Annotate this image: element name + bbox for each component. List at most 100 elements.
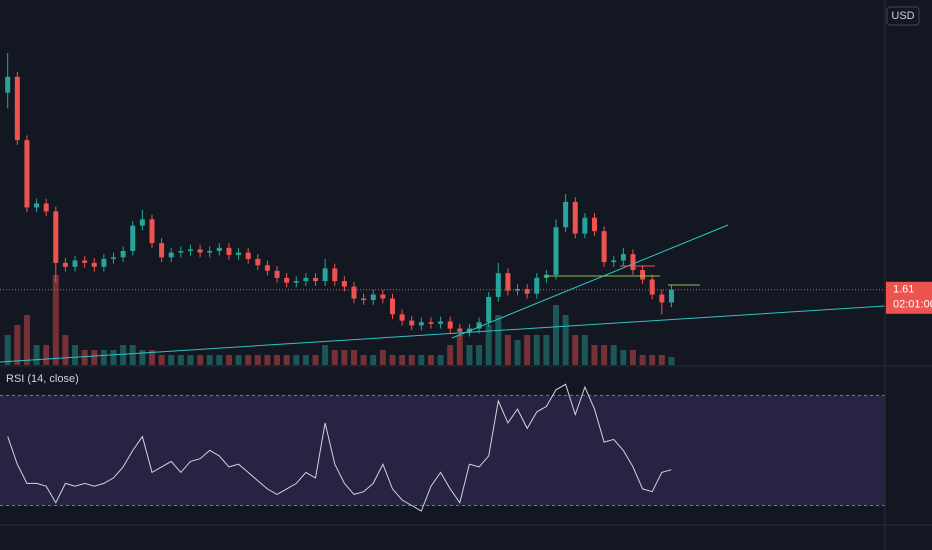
volume-bar	[341, 350, 348, 365]
candle-body	[572, 201, 578, 234]
candle-body	[486, 296, 492, 323]
indicator-title[interactable]: RSI (14, close)	[6, 373, 79, 385]
candle-body	[274, 270, 280, 278]
volume-bar	[562, 315, 569, 365]
marks	[0, 53, 885, 512]
candle-body	[563, 201, 569, 228]
volume-bar	[331, 350, 338, 365]
candle-body	[524, 288, 530, 294]
volume-bar	[14, 325, 21, 365]
volume-bar	[302, 355, 309, 365]
candle-body	[313, 277, 319, 282]
candle-body	[370, 294, 376, 301]
candle-body	[293, 281, 299, 283]
candle-body	[5, 76, 11, 93]
volume-bar	[33, 345, 40, 365]
candle-body	[82, 260, 88, 263]
candle-body	[630, 254, 636, 270]
volume-bar	[553, 305, 560, 365]
candle-body	[111, 257, 117, 259]
volume-bar	[52, 275, 59, 365]
trend-line	[451, 224, 729, 339]
candle-body	[178, 250, 184, 253]
candle-body	[582, 217, 588, 234]
currency-box[interactable]	[886, 6, 920, 26]
volume-bar	[601, 345, 608, 365]
volume-bar	[72, 345, 79, 365]
candle-body	[91, 262, 97, 267]
volume-bar	[177, 355, 184, 365]
volume-bar	[485, 325, 492, 365]
volume-bar	[148, 350, 155, 365]
volume-bar	[254, 355, 261, 365]
candle-body	[149, 219, 155, 244]
candle-body	[120, 250, 126, 258]
candle-body	[389, 298, 395, 315]
volume-bar	[322, 345, 329, 365]
volume-bar	[43, 345, 50, 365]
volume-bar	[216, 355, 223, 365]
candle-body	[495, 273, 501, 297]
candle-body	[24, 140, 30, 208]
volume-bar	[158, 355, 165, 365]
volume-bar	[533, 335, 540, 365]
candle-body	[34, 203, 40, 208]
candle-body	[351, 286, 357, 299]
volume-bar	[418, 355, 425, 365]
volume-bar	[495, 315, 502, 365]
volume-bar	[91, 350, 98, 365]
volume-bar	[476, 345, 483, 365]
candle-body	[457, 328, 463, 332]
volume-bar	[187, 355, 194, 365]
candle-body	[207, 250, 213, 253]
candle-body	[159, 243, 165, 258]
candle-body	[332, 268, 338, 282]
candle-body	[476, 322, 482, 329]
indicator-legend-bg	[0, 370, 86, 388]
candle-body	[236, 252, 242, 255]
candle-body	[284, 277, 290, 283]
countdown: 02:01:00	[893, 299, 932, 311]
candle-body	[591, 217, 597, 232]
candle-body	[399, 314, 405, 321]
volume-bar	[168, 355, 175, 365]
volume-bar	[543, 335, 550, 365]
candle-body	[601, 231, 607, 263]
volume-bar	[658, 355, 665, 365]
candle-body	[447, 321, 453, 329]
candle-body	[14, 76, 20, 141]
volume-bar	[312, 355, 319, 365]
volume-bar	[139, 350, 146, 365]
candle-body	[428, 322, 434, 324]
volume-bar	[447, 345, 454, 365]
candle-body	[341, 281, 347, 287]
candle-body	[361, 298, 367, 301]
volume-bar	[389, 355, 396, 365]
volume-bar	[514, 340, 521, 365]
candle-body	[438, 321, 444, 324]
candle-body	[380, 294, 386, 299]
candle-body	[264, 265, 270, 271]
candle-body	[659, 294, 665, 303]
candle-body	[418, 322, 424, 326]
candle-body	[255, 258, 261, 266]
trend-line	[0, 305, 886, 363]
volume-bar	[370, 355, 377, 365]
last-price: 1.61	[893, 284, 914, 296]
volume-bar	[100, 350, 107, 365]
volume-bar	[206, 355, 213, 365]
volume-bar	[245, 355, 252, 365]
volume-bar	[110, 350, 117, 365]
candle-body	[620, 254, 626, 261]
candle-body	[466, 328, 472, 332]
volume-bar	[668, 357, 675, 365]
candle-body	[640, 269, 646, 280]
candle-body	[53, 211, 59, 263]
candle-body	[553, 227, 559, 275]
volume-bar	[408, 355, 415, 365]
candle-body	[62, 262, 68, 267]
candle-body	[43, 203, 49, 212]
volume-bar	[235, 355, 242, 365]
volume-bar	[283, 355, 290, 365]
